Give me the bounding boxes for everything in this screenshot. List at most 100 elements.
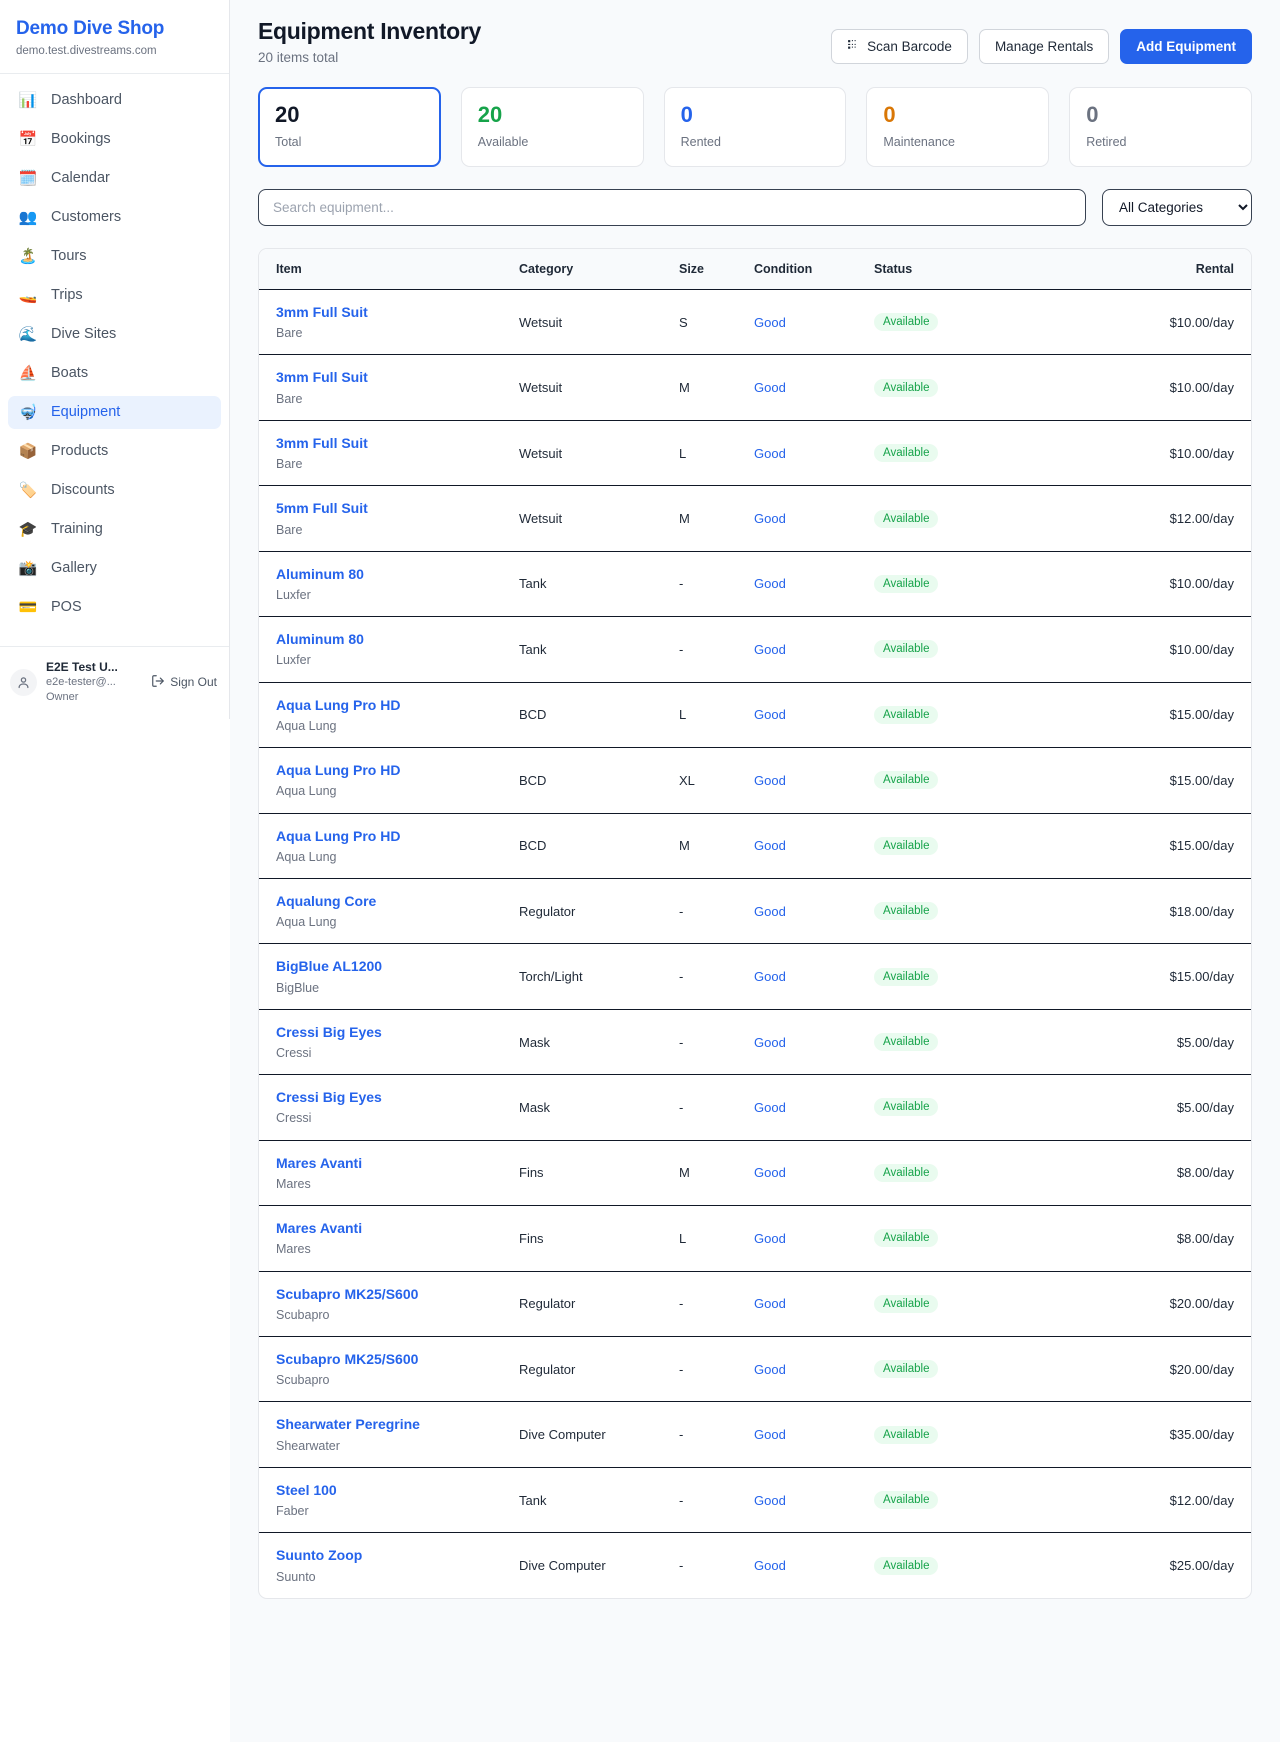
- condition-link[interactable]: Good: [754, 314, 786, 330]
- item-name-link[interactable]: Aqua Lung Pro HD: [276, 762, 401, 779]
- condition-link[interactable]: Good: [754, 1361, 786, 1377]
- scan-barcode-button[interactable]: Scan Barcode: [831, 29, 968, 64]
- category-select[interactable]: All Categories: [1102, 189, 1252, 226]
- stat-card-total[interactable]: 20 Total: [258, 87, 441, 167]
- item-name-link[interactable]: Mares Avanti: [276, 1220, 363, 1237]
- item-name-link[interactable]: Aqualung Core: [276, 892, 377, 909]
- table-row[interactable]: Cressi Big Eyes Cressi Mask - Good Available $…: [259, 1074, 1251, 1141]
- item-name-link[interactable]: Aluminum 80: [276, 565, 364, 582]
- condition-link[interactable]: Good: [754, 1099, 786, 1115]
- condition-link[interactable]: Good: [754, 380, 786, 396]
- cell-condition: Good: [744, 682, 864, 749]
- item-name-link[interactable]: 5mm Full Suit: [276, 500, 368, 517]
- cell-item: Cressi Big Eyes Cressi: [259, 1074, 509, 1141]
- cell-item: Scubapro MK25/S600 Scubapro: [259, 1336, 509, 1403]
- stat-card-rented[interactable]: 0 Rented: [663, 87, 847, 167]
- condition-link[interactable]: Good: [754, 1165, 786, 1181]
- sidebar-item-bookings[interactable]: 📅 Bookings: [8, 123, 221, 156]
- item-name-link[interactable]: Aqua Lung Pro HD: [276, 696, 401, 713]
- item-name-link[interactable]: Aluminum 80: [276, 631, 364, 648]
- condition-link[interactable]: Good: [754, 838, 786, 854]
- sidebar-item-boats[interactable]: ⛵ Boats: [8, 357, 221, 390]
- sidebar-item-customers[interactable]: 👥 Customers: [8, 201, 221, 234]
- item-name-link[interactable]: Cressi Big Eyes: [276, 1023, 382, 1040]
- item-name-link[interactable]: 3mm Full Suit: [276, 369, 368, 386]
- search-input[interactable]: [258, 189, 1086, 226]
- condition-link[interactable]: Good: [754, 903, 786, 919]
- stat-card-available[interactable]: 20 Available: [460, 87, 644, 167]
- table-row[interactable]: 3mm Full Suit Bare Wetsuit M Good Available $1…: [259, 354, 1251, 421]
- condition-link[interactable]: Good: [754, 511, 786, 527]
- condition-link[interactable]: Good: [754, 1230, 786, 1246]
- sidebar-item-calendar[interactable]: 🗓️ Calendar: [8, 162, 221, 195]
- sidebar-item-dive-sites[interactable]: 🌊 Dive Sites: [8, 318, 221, 351]
- item-name-link[interactable]: Shearwater Peregrine: [276, 1416, 420, 1433]
- item-name-link[interactable]: BigBlue AL1200: [276, 958, 383, 975]
- item-name-link[interactable]: 3mm Full Suit: [276, 434, 368, 451]
- item-name-link[interactable]: Steel 100: [276, 1481, 337, 1498]
- sidebar-item-pos[interactable]: 💳 POS: [8, 591, 221, 624]
- item-name-link[interactable]: Suunto Zoop: [276, 1547, 363, 1564]
- table-row[interactable]: Aqua Lung Pro HD Aqua Lung BCD M Good Availab…: [259, 813, 1251, 879]
- table-row[interactable]: Aluminum 80 Luxfer Tank - Good Available $10.0…: [259, 551, 1251, 618]
- sidebar-item-dashboard[interactable]: 📊 Dashboard: [8, 84, 221, 117]
- stat-card-maintenance[interactable]: 0 Maintenance: [866, 87, 1050, 167]
- sidebar-item-training[interactable]: 🎓 Training: [8, 513, 221, 546]
- cell-status: Available: [864, 1401, 984, 1468]
- cell-condition: Good: [744, 485, 864, 552]
- rental-price: $10.00/day: [1169, 445, 1234, 461]
- cell-condition: Good: [744, 943, 864, 1010]
- table-row[interactable]: Shearwater Peregrine Shearwater Dive Compu…: [259, 1401, 1251, 1468]
- table-row[interactable]: 3mm Full Suit Bare Wetsuit L Good Available $1…: [259, 420, 1251, 487]
- condition-link[interactable]: Good: [754, 1492, 786, 1508]
- table-row[interactable]: Scubapro MK25/S600 Scubapro Regulator - Good…: [259, 1271, 1251, 1338]
- sidebar-item-equipment[interactable]: 🤿 Equipment: [8, 395, 221, 429]
- sidebar-item-discounts[interactable]: 🏷️ Discounts: [8, 474, 221, 507]
- item-name-link[interactable]: Scubapro MK25/S600: [276, 1285, 419, 1302]
- condition-link[interactable]: Good: [754, 772, 786, 788]
- sidebar-brand[interactable]: Demo Dive Shop demo.test.divestreams.com: [0, 0, 229, 74]
- table-row[interactable]: Aqualung Core Aqua Lung Regulator - Good Avai…: [259, 878, 1251, 945]
- table-row[interactable]: BigBlue AL1200 BigBlue Torch/Light - Good Ava…: [259, 943, 1251, 1010]
- item-name-link[interactable]: 3mm Full Suit: [276, 304, 368, 320]
- add-equipment-button[interactable]: Add Equipment: [1120, 29, 1252, 64]
- cell-condition: Good: [744, 1074, 864, 1141]
- sidebar-item-trips[interactable]: 🚤 Trips: [8, 279, 221, 312]
- cell-category: Tank: [509, 1467, 669, 1534]
- user-meta: E2E Test U... e2e-tester@... Owner: [46, 659, 142, 705]
- item-name-link[interactable]: Scubapro MK25/S600: [276, 1351, 419, 1367]
- table-row[interactable]: Steel 100 Faber Tank - Good Available $12.00/d…: [259, 1467, 1251, 1534]
- condition-link[interactable]: Good: [754, 1558, 786, 1574]
- rental-price: $5.00/day: [1176, 1099, 1234, 1115]
- table-row[interactable]: Aqua Lung Pro HD Aqua Lung BCD XL Good Availa…: [259, 747, 1251, 814]
- stat-card-retired[interactable]: 0 Retired: [1069, 87, 1252, 167]
- table-row[interactable]: Cressi Big Eyes Cressi Mask - Good Available $…: [259, 1009, 1251, 1076]
- table-row[interactable]: Aluminum 80 Luxfer Tank - Good Available $10.0…: [259, 616, 1251, 683]
- sidebar-item-products[interactable]: 📦 Products: [8, 435, 221, 468]
- table-row[interactable]: Scubapro MK25/S600 Scubapro Regulator - Good…: [259, 1336, 1251, 1403]
- sign-out-button[interactable]: Sign Out: [151, 674, 219, 691]
- condition-link[interactable]: Good: [754, 707, 786, 723]
- condition-link[interactable]: Good: [754, 445, 786, 461]
- sidebar-item-tours[interactable]: 🏝️ Tours: [8, 240, 221, 273]
- cell-size: M: [669, 354, 744, 421]
- condition-link[interactable]: Good: [754, 576, 786, 592]
- condition-link[interactable]: Good: [754, 1034, 786, 1050]
- condition-link[interactable]: Good: [754, 1296, 786, 1312]
- sidebar-item-gallery[interactable]: 📸 Gallery: [8, 552, 221, 585]
- condition-link[interactable]: Good: [754, 641, 786, 657]
- table-row[interactable]: Suunto Zoop Suunto Dive Computer - Good Avail…: [259, 1533, 1251, 1598]
- item-name-link[interactable]: Aqua Lung Pro HD: [276, 827, 401, 844]
- column-header-size: Size: [669, 249, 744, 290]
- table-row[interactable]: Aqua Lung Pro HD Aqua Lung BCD L Good Availab…: [259, 682, 1251, 749]
- table-row[interactable]: Mares Avanti Mares Fins L Good Available $8.00…: [259, 1205, 1251, 1272]
- condition-link[interactable]: Good: [754, 1427, 786, 1443]
- table-row[interactable]: 5mm Full Suit Bare Wetsuit M Good Available $1…: [259, 485, 1251, 552]
- item-name-link[interactable]: Cressi Big Eyes: [276, 1089, 382, 1106]
- cell-rental: $10.00/day: [984, 354, 1251, 421]
- table-row[interactable]: 3mm Full Suit Bare Wetsuit S Good Available $1…: [259, 289, 1251, 356]
- item-name-link[interactable]: Mares Avanti: [276, 1154, 363, 1171]
- manage-rentals-button[interactable]: Manage Rentals: [978, 29, 1110, 64]
- condition-link[interactable]: Good: [754, 969, 786, 985]
- table-row[interactable]: Mares Avanti Mares Fins M Good Available $8.00…: [259, 1140, 1251, 1207]
